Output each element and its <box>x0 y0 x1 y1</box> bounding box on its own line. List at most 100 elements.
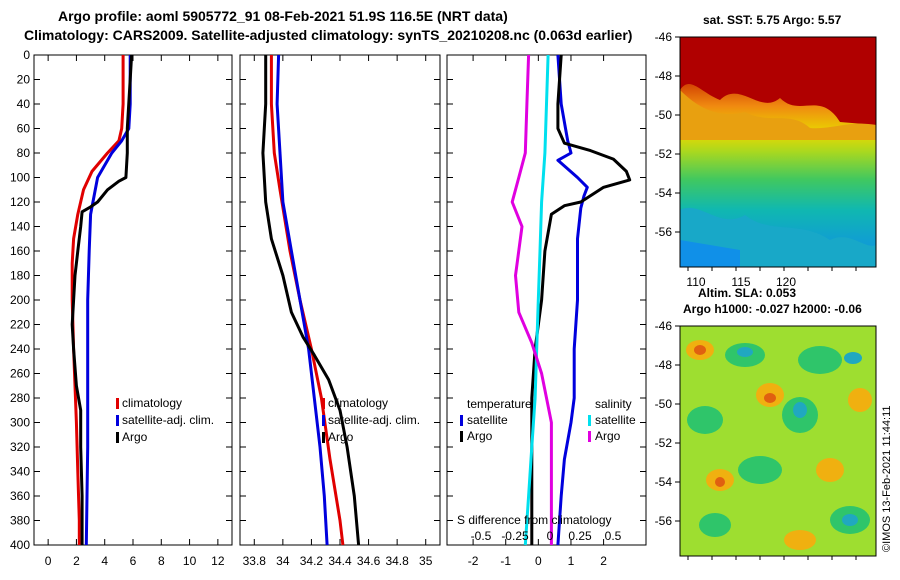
sub-tick-label: -0.5 <box>471 529 492 543</box>
y-tick-label: 260 <box>10 367 30 381</box>
map-y-tick-label: -54 <box>655 475 673 489</box>
header-line2: Climatology: CARS2009. Satellite-adjuste… <box>24 27 632 43</box>
x-tick-label: 34.8 <box>385 554 409 568</box>
legend-label: satellite <box>595 413 636 427</box>
legend-label: Argo <box>122 430 148 444</box>
footer-credit: ©IMOS 13-Feb-2021 11:44:11 <box>881 405 893 552</box>
y-tick-label: 300 <box>10 416 30 430</box>
map-y-tick-label: -46 <box>655 319 673 333</box>
sla-map-title: Altim. SLA: 0.053 <box>698 286 796 300</box>
x-tick-label: 34 <box>276 554 290 568</box>
y-tick-label: 0 <box>23 48 30 62</box>
sla-map <box>680 326 876 556</box>
y-tick-label: 160 <box>10 244 30 258</box>
x-tick-label: 34.2 <box>300 554 324 568</box>
legend-label: climatology <box>328 396 388 410</box>
difference-panel: -2 -1 0 1 2temperaturesatelliteArgosalinitys… <box>446 54 647 568</box>
map-y-tick-label: -52 <box>655 147 673 161</box>
y-tick-label: 200 <box>10 293 30 307</box>
legend-swatch <box>116 398 119 409</box>
plot-frame <box>239 54 441 546</box>
x-tick-label: 6 <box>130 554 137 568</box>
series-line-satellite-adj-clim- <box>275 54 329 546</box>
map-y-tick-label: -48 <box>655 69 673 83</box>
legend-label: satellite-adj. clim. <box>122 413 214 427</box>
y-tick-label: 140 <box>10 220 30 234</box>
y-tick-label: 100 <box>10 171 30 185</box>
x-tick-label: 1 <box>568 554 575 568</box>
sub-tick-label: 0.25 <box>568 529 592 543</box>
y-tick-label: 40 <box>17 97 31 111</box>
temperature-panel: 0204060801001201401601802002202402602803… <box>10 48 233 568</box>
map-y-tick-label: -56 <box>655 225 673 239</box>
series-line-argo <box>70 54 134 545</box>
legend-title: salinity <box>595 397 632 411</box>
map-x-tick-label: 115 <box>731 275 750 289</box>
sst-map <box>680 37 876 267</box>
y-tick-label: 400 <box>10 538 30 552</box>
sla-map-subtitle: Argo h1000: -0.027 h2000: -0.06 <box>683 302 862 316</box>
map-y-tick-label: -52 <box>655 436 673 450</box>
sla-map-axes: -46 -48 -50 -52 -54 -56 <box>655 319 857 560</box>
difference-label: S difference from climatology <box>457 513 612 527</box>
map-y-tick-label: -54 <box>655 186 673 200</box>
x-tick-label: -2 <box>468 554 479 568</box>
legend-swatch <box>322 398 325 409</box>
y-tick-label: 80 <box>17 146 31 160</box>
y-tick-label: 120 <box>10 195 30 209</box>
x-tick-label: 2 <box>73 554 80 568</box>
x-tick-label: 4 <box>101 554 108 568</box>
y-tick-label: 20 <box>17 73 31 87</box>
map-y-tick-label: -50 <box>655 397 673 411</box>
sub-tick-label: -0.25 <box>501 529 529 543</box>
legend-swatch <box>322 415 325 426</box>
legend-label: satellite-adj. clim. <box>328 413 420 427</box>
series-line-temperature-argo <box>530 54 632 545</box>
y-tick-label: 180 <box>10 269 30 283</box>
x-tick-label: 0 <box>45 554 52 568</box>
sst-map-frame <box>679 36 877 268</box>
header-line1: Argo profile: aoml 5905772_91 08-Feb-202… <box>58 8 508 24</box>
map-y-tick-label: -46 <box>655 30 673 44</box>
sst-map-title: sat. SST: 5.75 Argo: 5.57 <box>703 13 842 27</box>
legend-swatch <box>116 432 119 443</box>
y-tick-label: 240 <box>10 342 30 356</box>
plot-frame <box>33 54 233 546</box>
y-tick-label: 360 <box>10 489 30 503</box>
y-tick-label: 320 <box>10 440 30 454</box>
x-tick-label: 34.4 <box>328 554 352 568</box>
y-tick-label: 380 <box>10 514 30 528</box>
legend-label: Argo <box>595 429 621 443</box>
x-tick-label: -1 <box>500 554 511 568</box>
legend-swatch <box>460 431 463 442</box>
legend-swatch <box>588 431 591 442</box>
map-y-tick-label: -56 <box>655 514 673 528</box>
series-line-temperature-satellite <box>556 54 589 546</box>
series-line-salinity-satellite <box>523 54 550 546</box>
series-line-salinity-argo <box>510 54 553 545</box>
x-tick-label: 34.6 <box>357 554 381 568</box>
legend-label: climatology <box>122 396 182 410</box>
series-line-argo <box>261 55 361 546</box>
legend-label: Argo <box>467 429 493 443</box>
x-tick-label: 33.8 <box>243 554 267 568</box>
legend-swatch <box>460 415 463 426</box>
x-tick-label: 10 <box>183 554 197 568</box>
series-line-climatology <box>70 55 125 545</box>
legend-swatch <box>322 432 325 443</box>
map-x-tick-label: 120 <box>776 275 796 289</box>
y-tick-label: 340 <box>10 465 30 479</box>
x-tick-label: 35 <box>419 554 433 568</box>
x-tick-label: 2 <box>600 554 607 568</box>
legend-swatch <box>588 415 591 426</box>
legend-label: satellite <box>467 413 508 427</box>
x-tick-label: 8 <box>158 554 165 568</box>
map-y-tick-label: -50 <box>655 108 673 122</box>
sub-tick-label: 0 <box>547 529 554 543</box>
sub-tick-label: 0.5 <box>605 529 622 543</box>
legend-label: Argo <box>328 430 354 444</box>
y-tick-label: 220 <box>10 318 30 332</box>
y-tick-label: 60 <box>17 122 31 136</box>
sla-map-frame <box>679 325 877 557</box>
